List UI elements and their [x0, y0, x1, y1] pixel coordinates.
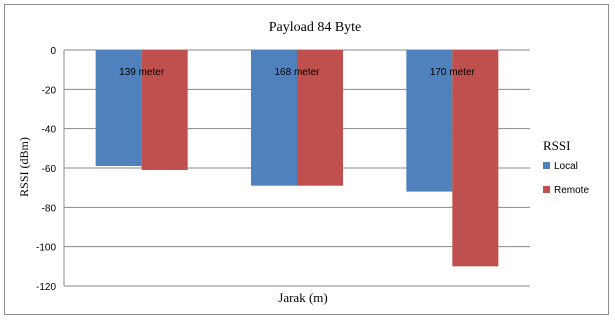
legend-swatch-local: [543, 162, 550, 169]
y-tick-label: -100: [36, 243, 56, 254]
category-labels: 139 meter 168 meter 170 meter: [119, 67, 475, 78]
legend-swatch-remote: [543, 186, 550, 193]
legend-title: RSSI: [543, 138, 570, 153]
y-tick-label: -20: [42, 85, 57, 96]
y-tick-label: -80: [42, 203, 57, 214]
y-axis-title: RSSI (dBm): [17, 137, 31, 197]
legend-label-local: Local: [554, 161, 578, 172]
bar-remote: [452, 50, 499, 267]
bar-local: [406, 50, 453, 192]
category-label: 168 meter: [274, 67, 320, 78]
y-axis-ticks: 0 -20 -40 -60 -80 -100 -120: [36, 46, 56, 293]
x-axis-title: Jarak (m): [278, 290, 327, 305]
y-tick-label: -40: [42, 125, 57, 136]
y-tick-label: -120: [36, 282, 56, 293]
y-tick-label: 0: [50, 46, 56, 57]
legend: RSSI Local Remote: [543, 138, 589, 196]
bars: [95, 50, 499, 267]
bar-local: [251, 50, 297, 186]
bar-local: [95, 50, 142, 167]
category-label: 139 meter: [119, 67, 165, 78]
y-tick-label: -60: [42, 164, 57, 175]
legend-label-remote: Remote: [554, 185, 589, 196]
bar-remote: [141, 50, 188, 170]
bar-remote: [297, 50, 343, 186]
category-label: 170 meter: [430, 67, 476, 78]
chart-title: Payload 84 Byte: [269, 20, 362, 35]
